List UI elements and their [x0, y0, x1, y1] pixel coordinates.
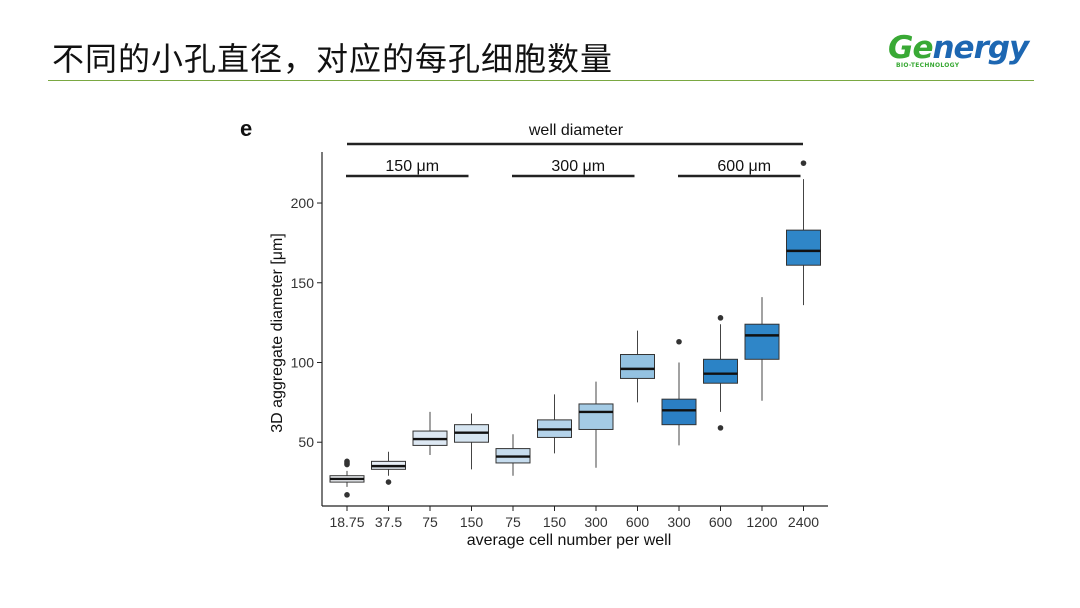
y-tick-label: 200: [291, 195, 315, 211]
group-title: well diameter: [528, 122, 624, 139]
genergy-logo: Genergy BIO-TECHNOLOGY: [888, 30, 1038, 74]
x-tick-label: 37.5: [375, 514, 402, 530]
box-outlier: [344, 458, 350, 465]
x-tick-label: 18.75: [329, 514, 364, 530]
box-iqr: [744, 323, 780, 360]
page-title: 不同的小孔直径，对应的每孔细胞数量: [52, 40, 614, 78]
box-iqr: [703, 358, 738, 384]
logo-wordmark-part2: nergy: [932, 30, 1029, 66]
y-axis-label: 3D aggregate diameter [μm]: [269, 233, 286, 433]
box-outlier: [717, 315, 724, 321]
box-iqr: [661, 398, 697, 426]
box-iqr: [620, 354, 655, 379]
x-tick-label: 1200: [746, 514, 777, 530]
box-outlier: [676, 338, 682, 345]
x-tick-label: 150: [543, 514, 567, 530]
y-tick-label: 150: [291, 275, 315, 291]
box-outlier: [385, 479, 392, 485]
box-iqr: [578, 403, 614, 430]
x-tick-label: 75: [422, 514, 438, 530]
x-tick-label: 75: [505, 514, 521, 530]
group-label: 600 μm: [717, 158, 771, 175]
x-axis-label: average cell number per well: [467, 532, 672, 549]
x-tick-label: 300: [667, 514, 691, 530]
x-tick-label: 600: [626, 514, 650, 530]
x-tick-label: 2400: [788, 514, 819, 530]
panel-label: e: [240, 116, 252, 141]
title-divider: [48, 80, 1034, 81]
x-tick-label: 150: [460, 514, 484, 530]
box-outlier: [344, 492, 350, 498]
group-label: 150 μm: [385, 158, 439, 175]
logo-wordmark: Genergy: [888, 30, 1029, 66]
x-tick-label: 300: [584, 514, 608, 530]
box-iqr: [786, 229, 821, 266]
box-outlier: [800, 160, 807, 166]
box-outlier: [717, 425, 724, 431]
y-tick-label: 100: [291, 354, 315, 370]
x-tick-label: 600: [709, 514, 733, 530]
y-tick-label: 50: [298, 434, 314, 450]
logo-wordmark-part1: Ge: [888, 30, 933, 66]
group-label: 300 μm: [551, 158, 605, 175]
logo-tagline: BIO-TECHNOLOGY: [896, 62, 960, 69]
